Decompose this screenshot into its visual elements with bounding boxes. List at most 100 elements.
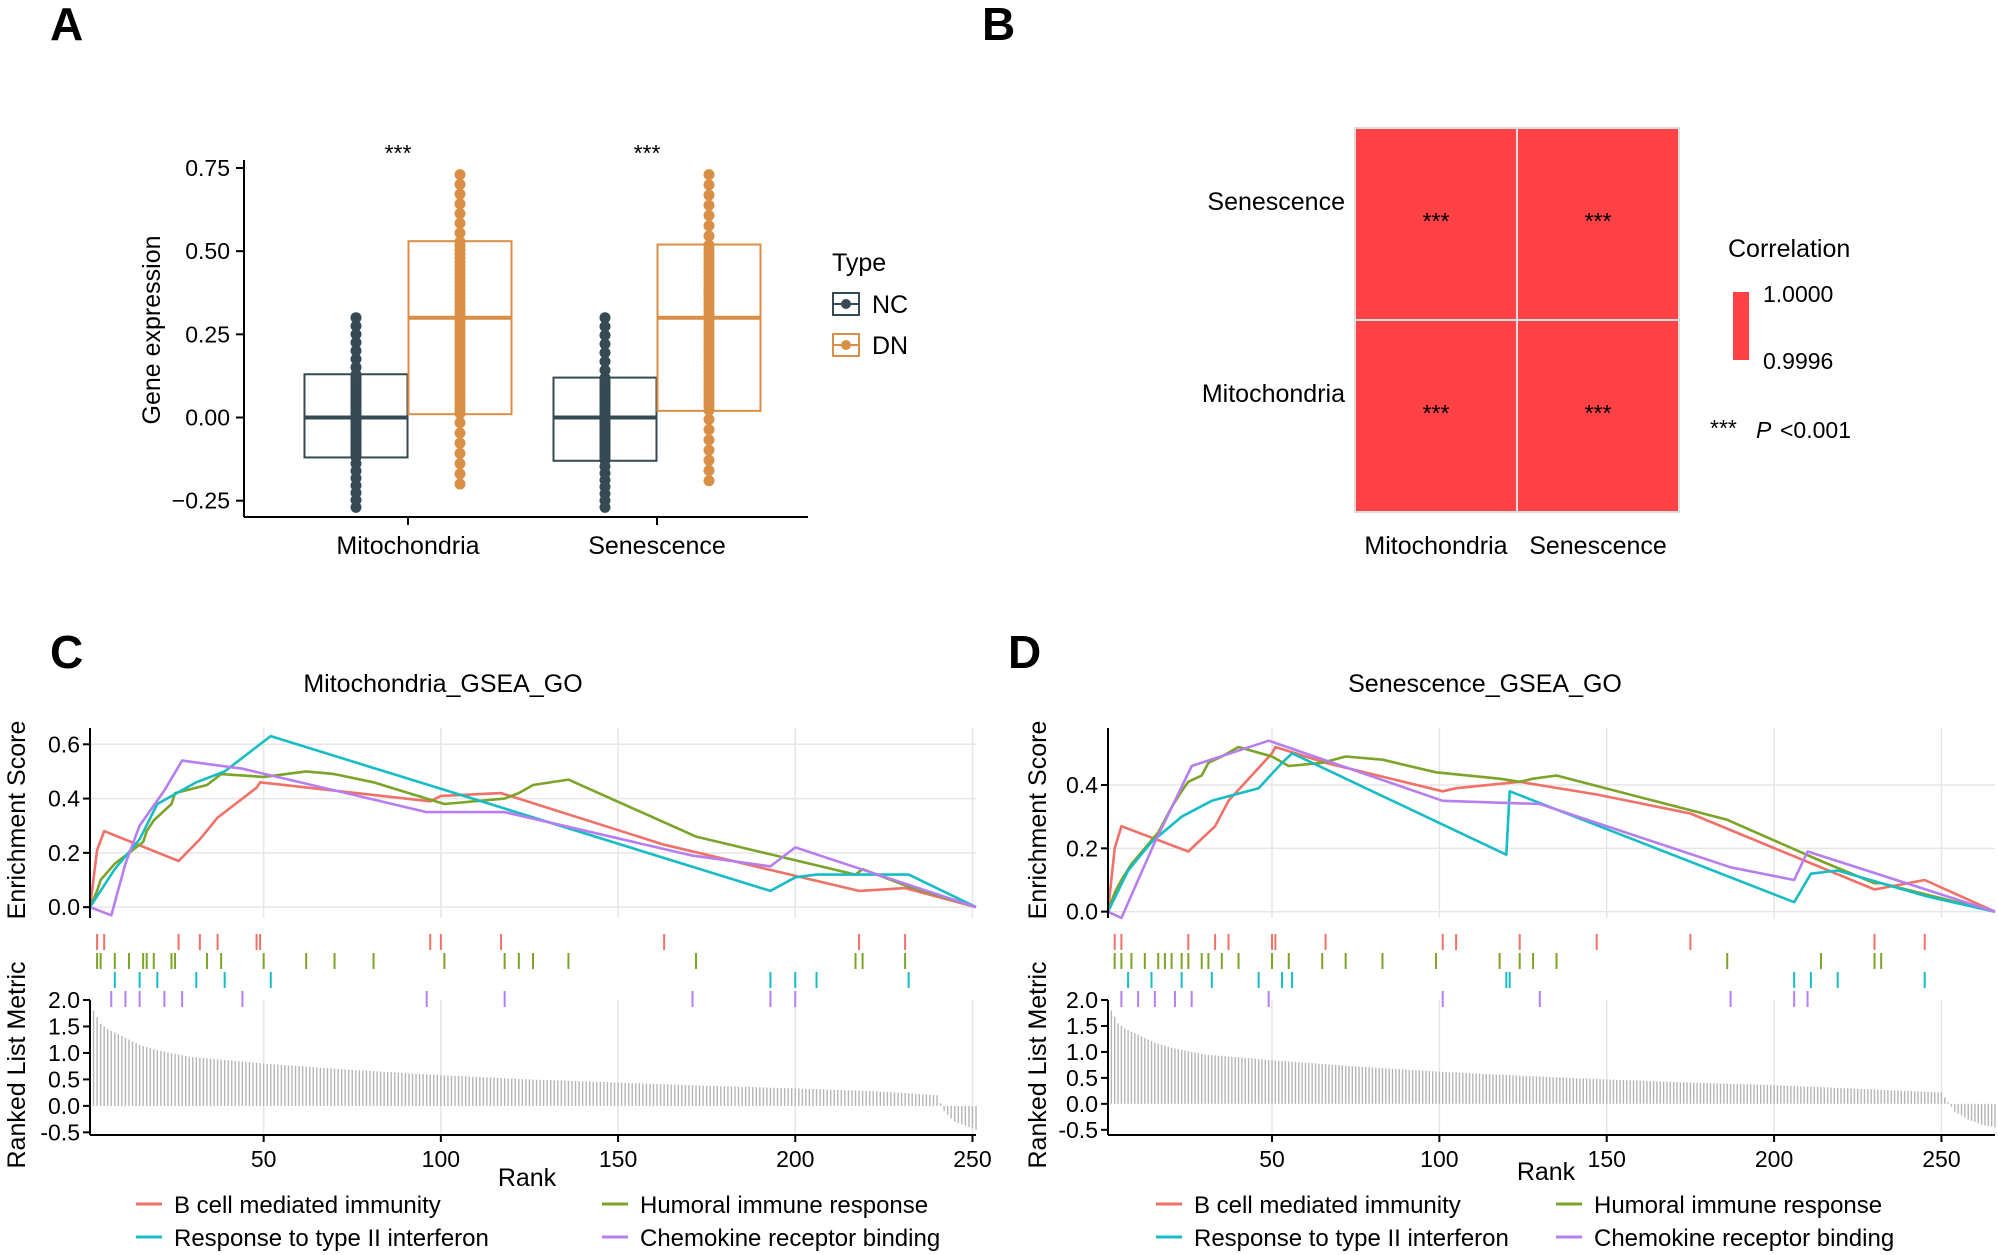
metric-tick-label: 0.0 bbox=[1066, 1091, 1098, 1117]
legend-label-dn: DN bbox=[872, 332, 908, 360]
metric-tick-label: 1.5 bbox=[48, 1013, 80, 1039]
metric-tick-label: -0.5 bbox=[1058, 1117, 1098, 1143]
data-point bbox=[454, 169, 466, 181]
metric-tick-label: 2.0 bbox=[1066, 987, 1098, 1013]
data-point bbox=[703, 444, 715, 456]
metric-tick-label: 0.0 bbox=[48, 1093, 80, 1119]
legend-label: Chemokine receptor binding bbox=[1594, 1225, 1894, 1252]
metric-tick-label: 0.5 bbox=[48, 1066, 80, 1092]
legend-title-type: Type bbox=[832, 249, 886, 277]
x-tick-label: 200 bbox=[1755, 1146, 1793, 1172]
metric-tick-label: 1.0 bbox=[1066, 1039, 1098, 1065]
panel-label-c: C bbox=[50, 626, 83, 678]
es-curve-response-to-type-ii-interferon bbox=[1106, 752, 1996, 913]
data-point bbox=[350, 328, 362, 340]
data-point bbox=[454, 227, 466, 239]
boxplot-panel: −0.25 0.00 0.25 0.50 0.75 Mitochondria Senesc… bbox=[138, 140, 908, 560]
panel-label-d: D bbox=[1008, 626, 1041, 678]
heatmap-cell bbox=[1354, 319, 1518, 513]
es-tick-label: 0.2 bbox=[1066, 835, 1098, 861]
metric-tick-label: -0.5 bbox=[40, 1119, 80, 1145]
data-point bbox=[350, 312, 362, 324]
x-tick-label: 250 bbox=[953, 1146, 991, 1172]
data-point bbox=[703, 475, 715, 487]
data-point bbox=[350, 320, 362, 332]
data-point bbox=[599, 338, 611, 350]
data-point bbox=[454, 458, 466, 470]
correlation-legend-title: Correlation bbox=[1728, 235, 1850, 263]
data-point bbox=[350, 337, 362, 349]
x-tick-label: 100 bbox=[422, 1146, 460, 1172]
gsea-es-axis-label: Enrichment Score bbox=[1024, 721, 1052, 920]
data-point bbox=[454, 447, 466, 459]
gsea-metric-axis-label: Ranked List Metric bbox=[3, 961, 31, 1168]
y-tick-label: −0.25 bbox=[172, 488, 230, 514]
es-tick-label: 0.0 bbox=[1066, 899, 1098, 925]
y-tick-label: 0.00 bbox=[185, 405, 230, 431]
data-point bbox=[599, 320, 611, 332]
data-point bbox=[454, 217, 466, 229]
data-point bbox=[703, 434, 715, 446]
gsea-title-senescence: Senescence_GSEA_GO bbox=[1348, 670, 1622, 698]
heatmap-col-label: Mitochondria bbox=[1364, 532, 1507, 560]
data-point bbox=[454, 468, 466, 480]
es-curve-chemokine-receptor-binding bbox=[89, 759, 977, 917]
heatmap-row-label: Senescence bbox=[1207, 188, 1345, 216]
gsea-panel-senescence: Senescence_GSEA_GO 0.00.20.4-0.50.00.51.… bbox=[1024, 670, 1996, 1252]
data-point bbox=[599, 312, 611, 324]
metric-tick-label: 1.5 bbox=[1066, 1013, 1098, 1039]
gsea-x-axis-label: Rank bbox=[498, 1164, 557, 1192]
x-tick-label: 50 bbox=[1259, 1146, 1285, 1172]
es-tick-label: 0.4 bbox=[48, 786, 80, 812]
footnote-stars: *** bbox=[1710, 415, 1737, 441]
heatmap-cell bbox=[1354, 127, 1518, 321]
legend-label: B cell mediated immunity bbox=[174, 1192, 441, 1219]
gsea-panel-mitochondria: Mitochondria_GSEA_GO 0.00.20.40.6-0.50.0… bbox=[3, 670, 992, 1252]
correlation-heatmap-panel: *** *** Senescence *** *** Mitochondria Mitoch… bbox=[1202, 127, 1851, 560]
significance-label: *** bbox=[634, 140, 661, 166]
correlation-color-bar bbox=[1733, 292, 1749, 360]
x-tick-label: 250 bbox=[1922, 1146, 1960, 1172]
legend-label: Humoral immune response bbox=[640, 1192, 928, 1219]
legend-label: Response to type II interferon bbox=[1194, 1225, 1509, 1252]
data-point bbox=[703, 179, 715, 191]
x-tick-label: 200 bbox=[776, 1146, 814, 1172]
heatmap-col-label: Senescence bbox=[1529, 532, 1667, 560]
es-curve-b-cell-mediated-immunity bbox=[1106, 745, 1996, 913]
data-point bbox=[454, 188, 466, 200]
data-point bbox=[454, 478, 466, 490]
correlation-legend-max: 1.0000 bbox=[1763, 281, 1833, 307]
es-curve-response-to-type-ii-interferon bbox=[88, 734, 977, 909]
heatmap-cell bbox=[1516, 319, 1680, 513]
gsea-es-axis-label: Enrichment Score bbox=[3, 721, 31, 920]
es-curve-b-cell-mediated-immunity bbox=[88, 781, 977, 909]
data-point bbox=[703, 199, 715, 211]
data-point bbox=[350, 353, 362, 365]
x-tick-label: Mitochondria bbox=[336, 532, 479, 560]
data-point bbox=[454, 178, 466, 190]
data-point bbox=[703, 413, 715, 425]
footnote-threshold: <0.001 bbox=[1780, 417, 1851, 443]
x-tick-label: Senescence bbox=[588, 532, 726, 560]
legend-label-nc: NC bbox=[872, 291, 908, 319]
es-tick-label: 0.6 bbox=[48, 731, 80, 757]
data-point bbox=[454, 437, 466, 449]
data-point bbox=[599, 372, 611, 384]
data-point bbox=[703, 465, 715, 477]
legend-label: Response to type II interferon bbox=[174, 1225, 489, 1252]
legend-label: Chemokine receptor binding bbox=[640, 1225, 940, 1252]
significance-label: *** bbox=[385, 140, 412, 166]
data-point bbox=[703, 220, 715, 232]
metric-tick-label: 2.0 bbox=[48, 987, 80, 1013]
legend-key-dot bbox=[841, 299, 851, 309]
heatmap-cell-label: *** bbox=[1423, 400, 1450, 426]
metric-tick-label: 0.5 bbox=[1066, 1065, 1098, 1091]
data-point bbox=[703, 169, 715, 181]
es-tick-label: 0.0 bbox=[48, 894, 80, 920]
es-curve-chemokine-receptor-binding bbox=[1107, 739, 1996, 920]
correlation-legend-min: 0.9996 bbox=[1763, 348, 1833, 374]
es-curve-humoral-immune-response bbox=[1106, 745, 1996, 913]
heatmap-row-label: Mitochondria bbox=[1202, 380, 1345, 408]
data-point bbox=[703, 424, 715, 436]
x-tick-label: 150 bbox=[599, 1146, 637, 1172]
